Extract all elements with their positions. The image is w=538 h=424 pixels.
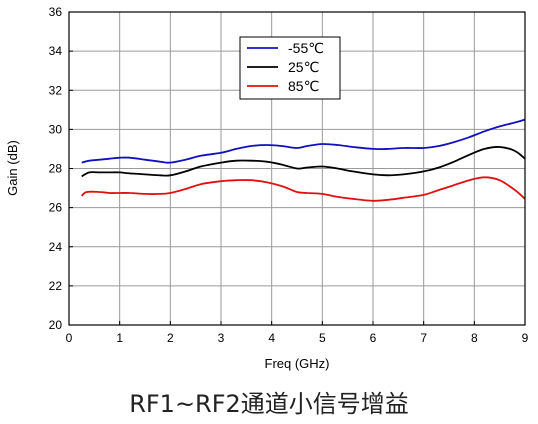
y-tick-label: 32 [49, 83, 63, 97]
y-tick-label: 28 [49, 162, 63, 176]
x-axis-label: Freq (GHz) [265, 356, 330, 371]
x-tick-label: 8 [471, 331, 478, 345]
legend: -55℃ 25℃ 85℃ [239, 36, 341, 100]
x-tick-label: 3 [218, 331, 225, 345]
y-tick-label: 30 [49, 122, 63, 136]
y-tick-label: 36 [49, 5, 63, 19]
x-tick-label: 2 [167, 331, 174, 345]
x-tick-label: 4 [268, 331, 275, 345]
x-tick-label: 5 [319, 331, 326, 345]
x-tick-label: 6 [370, 331, 377, 345]
y-tick-label: 34 [49, 44, 63, 58]
x-tick-label: 0 [66, 331, 73, 345]
series-line [81, 118, 526, 164]
figure-caption: RF1~RF2通道小信号增益 [129, 390, 409, 418]
y-axis-label: Gain (dB) [5, 140, 20, 196]
legend-label: -55℃ [288, 40, 324, 56]
y-tick-label: 20 [49, 318, 63, 332]
series-line [81, 146, 526, 178]
legend-label: 25℃ [288, 59, 319, 75]
legend-label: 85℃ [288, 78, 319, 94]
series-line [81, 176, 526, 202]
series-lines [81, 118, 526, 202]
y-tick-label: 24 [49, 240, 63, 254]
x-tick-label: 1 [116, 331, 123, 345]
x-tick-label: 7 [420, 331, 427, 345]
y-tick-label: 26 [49, 201, 63, 215]
x-tick-label: 9 [522, 331, 529, 345]
y-tick-label: 22 [49, 279, 63, 293]
